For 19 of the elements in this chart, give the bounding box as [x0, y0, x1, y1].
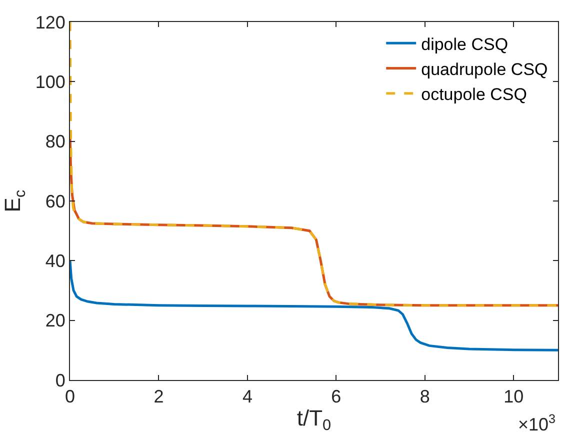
x-tick-label: 4 — [242, 386, 252, 407]
line-series — [70, 259, 558, 352]
x-tick-label: 8 — [420, 386, 430, 407]
y-tick-label: 0 — [55, 370, 66, 390]
y-tick-label: 40 — [45, 250, 66, 271]
x-tick-label: 2 — [154, 386, 164, 407]
x-axis-title: t/T$_{0}$ — [296, 406, 332, 434]
legend-label: dipole CSQ — [421, 34, 508, 54]
y-tick-label: 20 — [45, 310, 66, 331]
y-tick-label: 120 — [35, 12, 66, 32]
x-tick-label: 6 — [331, 386, 342, 407]
y-tick-label: 80 — [45, 132, 66, 152]
x-tick-label: 10 — [504, 386, 524, 407]
text: ×10$^{3}$ — [518, 412, 556, 435]
y-tick-label: 100 — [35, 72, 66, 92]
legend-label: quadrupole CSQ — [421, 60, 548, 79]
y-tick-label: 60 — [45, 191, 66, 212]
legend-label: octupole CSQ — [421, 84, 527, 104]
line-series — [70, 22, 558, 307]
